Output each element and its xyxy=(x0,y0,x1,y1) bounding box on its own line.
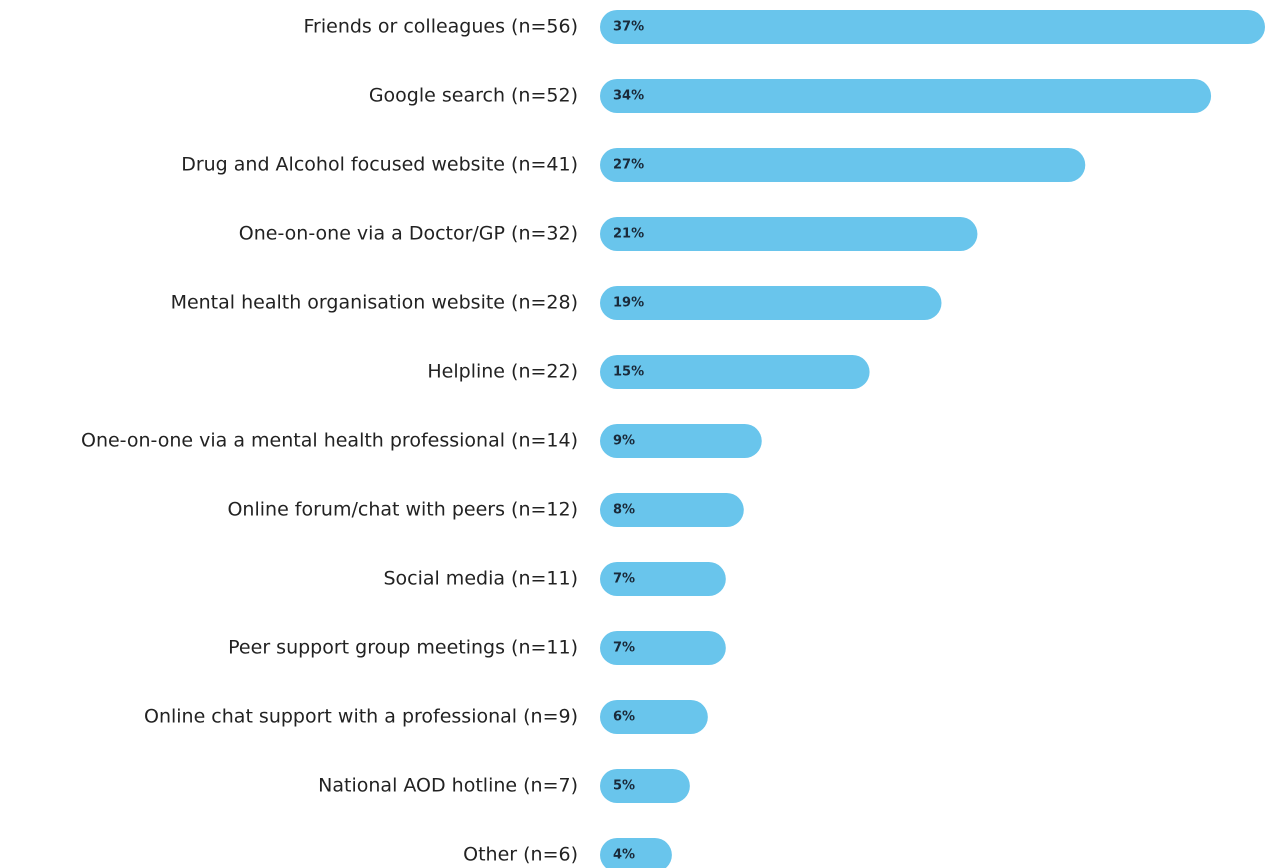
category-label: Online forum/chat with peers (n=12) xyxy=(227,499,578,521)
bar xyxy=(600,700,708,734)
value-label: 15% xyxy=(613,365,644,380)
bar xyxy=(600,769,690,803)
value-label: 27% xyxy=(613,158,644,173)
category-label: Drug and Alcohol focused website (n=41) xyxy=(181,154,578,176)
bar xyxy=(600,562,726,596)
bar xyxy=(600,10,1265,44)
category-label: One-on-one via a Doctor/GP (n=32) xyxy=(239,223,578,245)
category-label: Social media (n=11) xyxy=(383,568,578,590)
category-label: Helpline (n=22) xyxy=(427,361,578,383)
value-label: 9% xyxy=(613,434,635,449)
value-label: 19% xyxy=(613,296,644,311)
bar xyxy=(600,631,726,665)
value-label: 34% xyxy=(613,89,644,104)
category-label: Google search (n=52) xyxy=(369,85,578,107)
bar xyxy=(600,424,762,458)
value-label: 5% xyxy=(613,779,635,794)
value-label: 4% xyxy=(613,848,635,863)
bar xyxy=(600,79,1212,113)
value-label: 21% xyxy=(613,227,644,242)
bar xyxy=(600,217,978,251)
bar xyxy=(600,355,870,389)
category-label: National AOD hotline (n=7) xyxy=(318,775,578,797)
value-label: 8% xyxy=(613,503,635,518)
category-label: Friends or colleagues (n=56) xyxy=(304,16,579,38)
value-label: 6% xyxy=(613,710,635,725)
category-label: One-on-one via a mental health professio… xyxy=(81,430,578,452)
category-label: Mental health organisation website (n=28… xyxy=(171,292,578,314)
category-label: Online chat support with a professional … xyxy=(144,706,578,728)
bar xyxy=(600,286,942,320)
bar xyxy=(600,493,744,527)
bar xyxy=(600,838,672,868)
bar xyxy=(600,148,1086,182)
value-label: 37% xyxy=(613,20,644,35)
category-label: Peer support group meetings (n=11) xyxy=(228,637,578,659)
category-label: Other (n=6) xyxy=(463,844,578,866)
value-label: 7% xyxy=(613,572,635,587)
value-label: 7% xyxy=(613,641,635,656)
